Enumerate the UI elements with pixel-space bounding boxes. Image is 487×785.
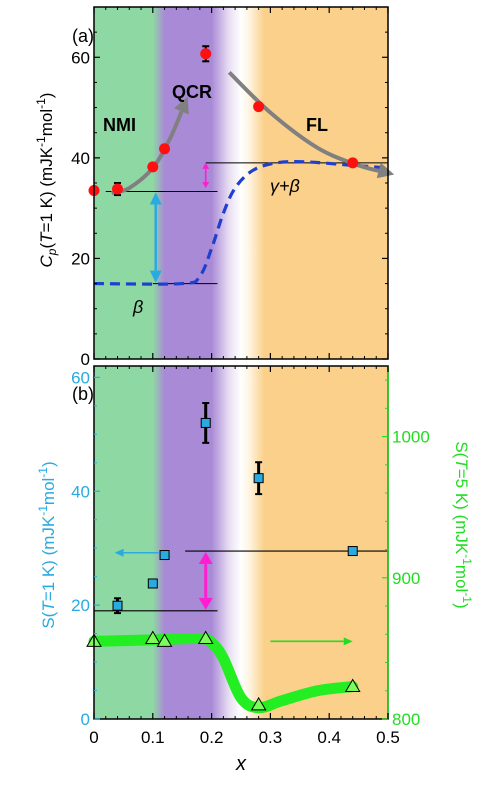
s1-data-point <box>347 546 358 557</box>
x-tick-label: 0.4 <box>317 728 341 747</box>
s1-data-point <box>200 417 211 428</box>
s5-data-point <box>144 630 161 645</box>
s1-exp2: -1 <box>36 467 50 478</box>
x-tick-label: 0 <box>89 728 98 747</box>
s5-data-point <box>344 678 361 693</box>
s5-unit: =5 K) (mJK <box>452 469 471 555</box>
y-right-tick-label: 900 <box>392 569 420 588</box>
panel-b-right-axis-label: S(T=5 K) (mJK-1mol-1) <box>452 441 474 608</box>
beta-label: β <box>132 297 143 317</box>
s1-t: T <box>39 600 58 612</box>
s1-data-point <box>159 550 170 561</box>
region-label-fl: FL <box>306 115 328 135</box>
y-left-tick-label: 60 <box>71 368 90 387</box>
cp-data-point <box>112 183 124 195</box>
s1-symbol: S( <box>39 611 58 628</box>
s1-unit: =1 K) (mJK <box>39 515 58 601</box>
s5-t: T <box>452 458 471 470</box>
s1-data-point <box>147 578 158 589</box>
s5-data-point <box>156 633 173 647</box>
panel-a-label: (a) <box>72 26 94 46</box>
x-tick-label: 0.1 <box>141 728 165 747</box>
s1-mol: mol <box>39 478 58 505</box>
s5-close: ) <box>452 603 471 609</box>
cp-close: ) <box>37 93 56 99</box>
s5-data-point <box>250 696 267 711</box>
y-left-tick-label: 20 <box>71 596 90 615</box>
y-right-tick-label: 800 <box>392 710 420 729</box>
guide-curve-fl <box>227 70 395 179</box>
y-right-tick-label: 1000 <box>392 428 430 447</box>
panel-a-y-axis-label: Cp(T=1 K) (mJK-1mol-1) <box>34 93 59 268</box>
y-tick-label: 60 <box>71 48 90 67</box>
s5-exp1: -1 <box>460 554 474 565</box>
cp-mol: mol <box>37 109 56 136</box>
s1-exp1: -1 <box>36 505 50 516</box>
panel-b-label: (b) <box>72 384 94 404</box>
y-tick-label: 20 <box>71 249 90 268</box>
x-tick-label: 0.2 <box>200 728 224 747</box>
s1-data-point <box>253 473 264 484</box>
arrow-gamma-gap-head-top <box>202 162 210 169</box>
entropy-5k-guide-curve <box>88 632 359 714</box>
panel-b-left-axis-label: S(T=1 K) (mJK-1mol-1) <box>36 461 58 628</box>
y-tick-label: 0 <box>81 350 90 369</box>
gamma-beta-label: γ+β <box>270 176 300 196</box>
arrow-right-axis-head <box>343 637 353 646</box>
cp-data-point <box>147 161 159 173</box>
region-label-nmi: NMI <box>103 115 136 135</box>
y-tick-label: 40 <box>71 149 90 168</box>
cp-t: T <box>37 231 56 243</box>
gamma-beta-dashed-curve <box>93 160 389 286</box>
arrow-entropy-gap-head-bottom <box>198 597 213 610</box>
arrow-left-axis-head <box>114 548 124 557</box>
cp-unit: =1 K) (mJK <box>37 146 56 232</box>
s1-data-point <box>112 600 123 611</box>
x-axis-label: x <box>235 753 247 775</box>
s1-close: ) <box>39 461 58 467</box>
cp-exp1: -1 <box>34 136 48 147</box>
cp-data-point <box>159 143 171 155</box>
x-tick-label: 0.3 <box>259 728 283 747</box>
arrow-gamma-gap-head-bottom <box>202 182 210 189</box>
cp-data-point <box>347 157 359 169</box>
panel-b-background <box>94 366 388 719</box>
cp-data-point <box>200 48 212 60</box>
panel-a-background <box>94 7 388 359</box>
s5-data-point <box>197 630 214 645</box>
y-left-tick-label: 40 <box>71 482 90 501</box>
s5-exp2: -1 <box>460 592 474 603</box>
arrow-beta-gap-head-top <box>149 192 162 205</box>
y-left-tick-label: 0 <box>81 710 90 729</box>
cp-data-point <box>253 101 265 113</box>
cp-subscript: p <box>45 248 59 256</box>
panel-a: 0 20 40 60 (a) NMI QCR FL β γ+β Cp(T=1 K) (… <box>34 6 395 369</box>
cp-open: ( <box>37 243 56 249</box>
cp-symbol: C <box>37 254 56 267</box>
x-tick-label: 0.5 <box>376 728 400 747</box>
arrow-entropy-gap-head-top <box>198 552 213 565</box>
region-label-qcr: QCR <box>172 82 212 102</box>
s5-mol: mol <box>452 565 471 592</box>
arrow-beta-gap-head-bottom <box>149 270 162 283</box>
s5-symbol: S( <box>452 441 471 458</box>
cp-exp2: -1 <box>34 98 48 109</box>
